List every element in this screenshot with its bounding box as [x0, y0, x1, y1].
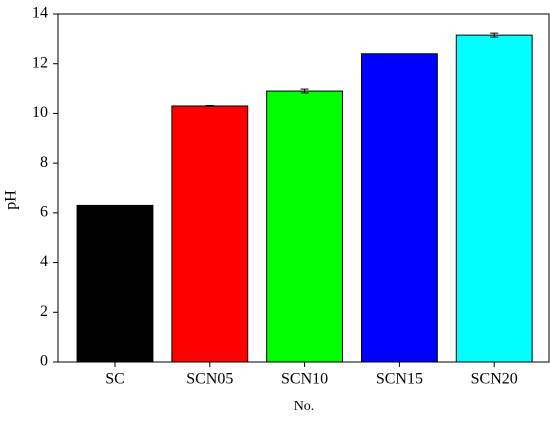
y-tick-label: 8 — [40, 154, 48, 171]
bar — [171, 105, 249, 363]
bar — [266, 90, 344, 363]
y-tick-label: 6 — [40, 204, 48, 221]
x-tick-label: SCN10 — [281, 371, 328, 388]
y-axis-label: pH — [3, 190, 20, 210]
error-bar — [300, 88, 309, 94]
x-axis-label: No. — [294, 399, 315, 414]
error-bar — [490, 32, 499, 38]
y-tick-label: 12 — [32, 54, 48, 71]
y-tick-label: 14 — [32, 5, 48, 22]
y-tick-label: 0 — [40, 353, 48, 370]
x-tick-label: SC — [105, 371, 125, 388]
y-tick-label: 2 — [40, 303, 48, 320]
x-tick-label: SCN05 — [186, 371, 233, 388]
bar — [360, 53, 438, 363]
y-tick-label: 4 — [40, 253, 48, 270]
error-bar — [205, 104, 214, 107]
x-tick-label: SCN15 — [376, 371, 423, 388]
plot-frame — [57, 13, 550, 363]
bar — [455, 34, 533, 363]
x-tick-label: SCN20 — [471, 371, 518, 388]
y-tick-label: 10 — [32, 104, 48, 121]
bar — [76, 204, 154, 363]
